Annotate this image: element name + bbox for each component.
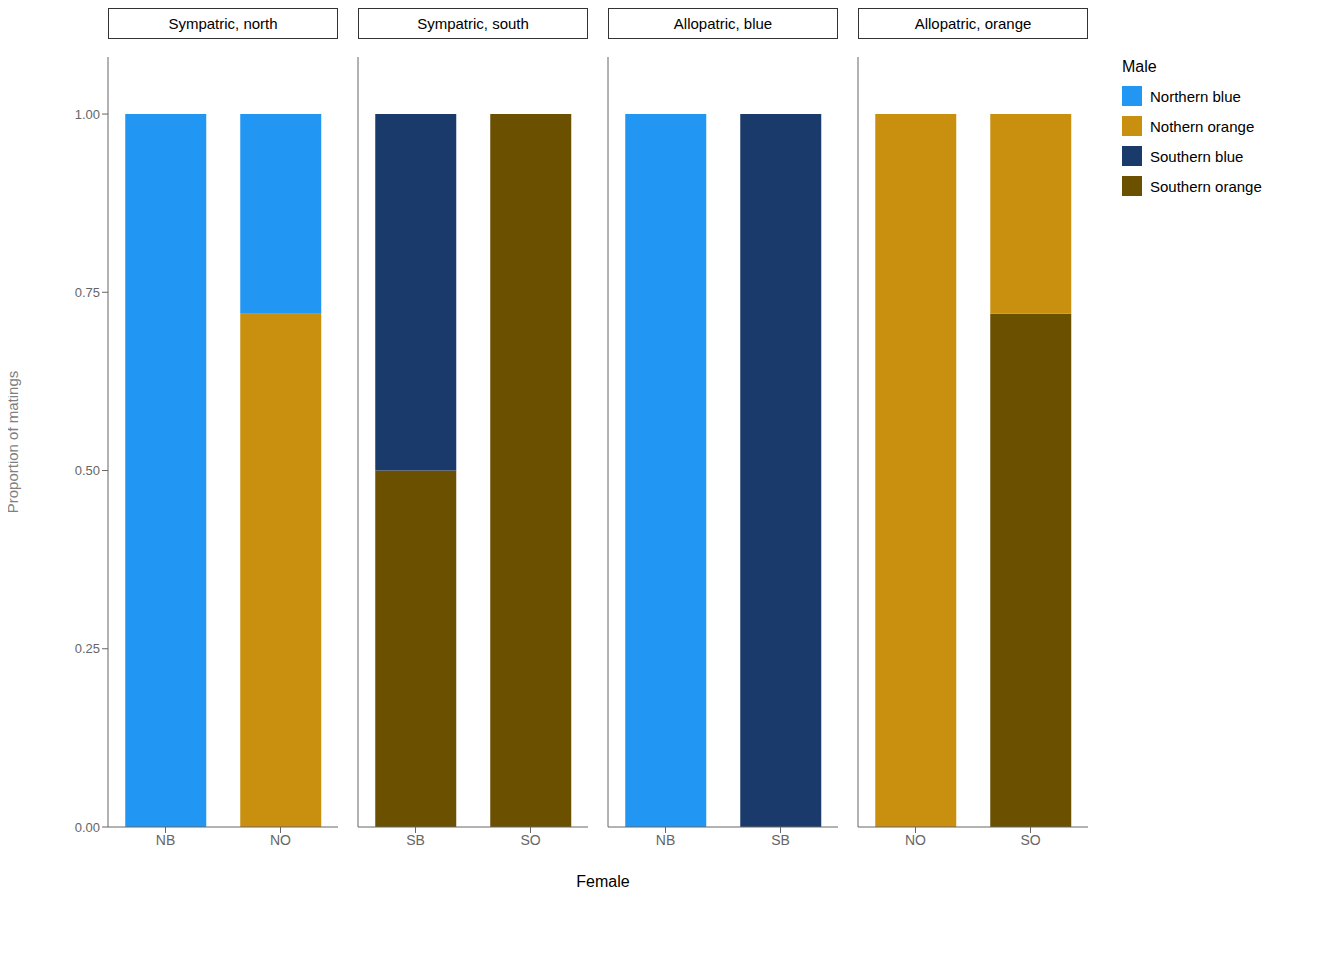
svg-text:0.75: 0.75 <box>75 285 100 300</box>
html-text:Female: Female <box>576 873 630 890</box>
html-text:Allopatric, orange: Allopatric, orange <box>914 15 1032 32</box>
html-text:Male: Male <box>1122 58 1157 75</box>
svg-text:SO: SO <box>520 832 540 848</box>
svg-text:SB: SB <box>406 832 425 848</box>
html-text:Sympatric, south: Sympatric, south <box>417 15 529 32</box>
html-text:Sympatric, north: Sympatric, north <box>168 15 278 32</box>
svg-text:0.00: 0.00 <box>75 820 100 835</box>
svg-text:SB: SB <box>771 832 790 848</box>
svg-text:NO: NO <box>270 832 291 848</box>
svg-text:0.50: 0.50 <box>75 463 100 478</box>
html-text:Southern orange: Southern orange <box>1150 177 1262 195</box>
svg-text:SO: SO <box>1020 832 1040 848</box>
svg-text:NB: NB <box>656 832 675 848</box>
svg-text:Proportion of matings: Proportion of matings <box>8 371 21 514</box>
svg-text:1.00: 1.00 <box>75 107 100 122</box>
html-text:Northern blue: Northern blue <box>1150 87 1241 105</box>
svg-text:NB: NB <box>156 832 175 848</box>
html-text:Southern blue: Southern blue <box>1150 147 1244 165</box>
svg-text:0.25: 0.25 <box>75 641 100 656</box>
html-text:Nothern orange: Nothern orange <box>1150 117 1255 135</box>
html-text:Allopatric, blue: Allopatric, blue <box>673 15 773 32</box>
svg-text:NO: NO <box>905 832 926 848</box>
